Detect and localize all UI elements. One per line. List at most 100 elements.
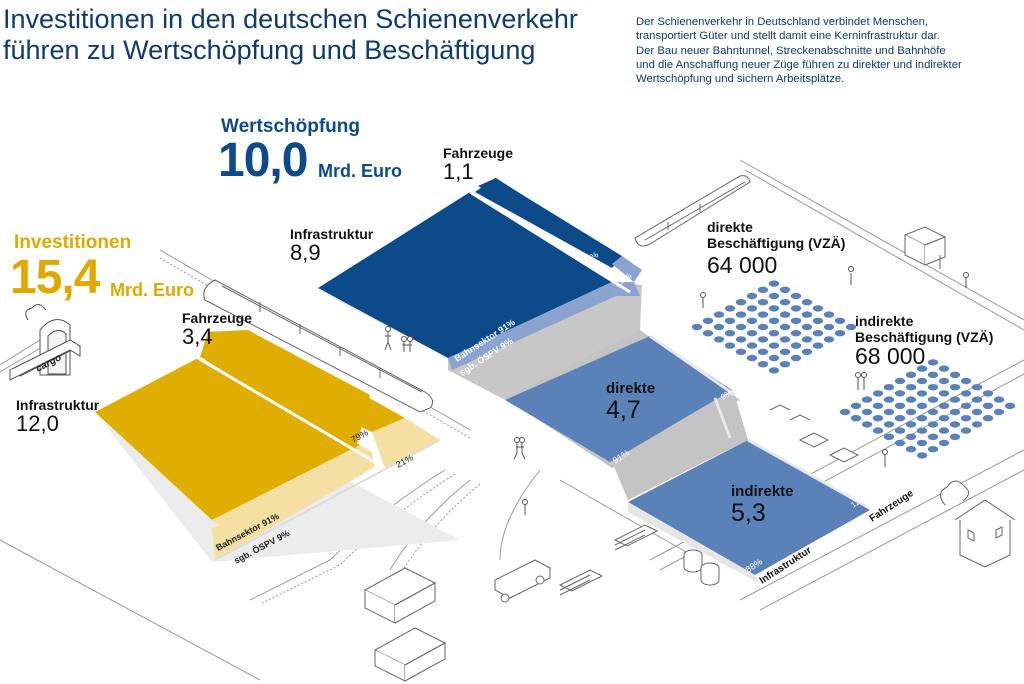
employment-dot <box>713 311 725 318</box>
direkte-area <box>505 336 732 462</box>
employment-dot <box>779 336 791 343</box>
employment-dot <box>812 305 824 312</box>
employment-dot <box>746 317 758 324</box>
employment-dot <box>757 348 769 355</box>
employment-dot <box>812 317 824 324</box>
employment-dot <box>960 415 972 422</box>
employment-dot <box>790 317 802 324</box>
investment-infrastruktur-label: Infrastruktur <box>16 397 100 413</box>
employment-dot <box>927 359 939 366</box>
direkte-employment-label-1: direkte <box>707 219 753 235</box>
employment-dot <box>861 396 873 403</box>
value-added-block <box>318 178 870 584</box>
employment-dot <box>735 299 747 306</box>
direkte-label: direkte <box>606 380 656 397</box>
employment-dot <box>790 342 802 349</box>
employment-dot <box>872 402 884 409</box>
employment-dot <box>905 446 917 453</box>
employment-dot <box>790 330 802 337</box>
employment-dot <box>927 384 939 391</box>
employment-dot <box>768 354 780 362</box>
employment-dot <box>861 408 873 416</box>
employment-dot <box>894 415 906 422</box>
employment-dot <box>845 323 857 331</box>
employment-dot <box>883 396 895 403</box>
employment-dot <box>768 367 780 374</box>
employment-dot <box>801 323 813 331</box>
employment-dot <box>713 336 725 343</box>
employment-dot <box>883 408 895 416</box>
employment-dot <box>872 415 884 422</box>
value-added-infrastruktur-label: Infrastruktur <box>290 226 374 242</box>
employment-dot <box>993 408 1005 416</box>
intro-line: Der Bau neuer Bahntunnel, Streckenabschn… <box>636 44 946 57</box>
station-kiosk-icon <box>903 226 947 269</box>
employment-dot <box>735 311 747 318</box>
indirekte-value: 5,3 <box>731 499 766 527</box>
investment-heading: Investitionen <box>14 232 132 253</box>
employment-dot <box>790 292 802 300</box>
employment-dot <box>949 384 961 391</box>
employment-dot <box>746 305 758 312</box>
employment-dot <box>768 280 780 287</box>
employment-dot <box>779 286 791 293</box>
direkte-employment-label-2: Beschäftigung (VZÄ) <box>707 235 846 251</box>
employment-dot <box>779 361 791 368</box>
employment-dot <box>746 354 758 362</box>
employment-dot <box>960 402 972 409</box>
employment-dot <box>916 377 928 385</box>
employment-dot <box>724 317 736 324</box>
investment-unit: Mrd. Euro <box>110 280 194 300</box>
employment-dot <box>801 299 813 306</box>
employment-dot <box>735 323 747 331</box>
indirekte-label: indirekte <box>731 483 794 500</box>
value-added-fahrzeuge-label: Fahrzeuge <box>443 145 514 161</box>
employment-dot <box>916 415 928 422</box>
employment-dot <box>757 323 769 331</box>
employment-dot <box>735 348 747 355</box>
intro-text: Der Schienenverkehr in Deutschland verbi… <box>636 15 1024 86</box>
investment-infrastruktur-value: 12,0 <box>16 411 59 436</box>
employment-dot <box>746 292 758 300</box>
employment-dot <box>801 311 813 318</box>
employment-dot <box>960 390 972 397</box>
employment-dot <box>801 336 813 343</box>
employment-dot <box>971 408 983 416</box>
value-added-fahrzeuge-share-b <box>612 256 642 282</box>
employment-dot <box>927 408 939 416</box>
employment-dot <box>779 348 791 355</box>
employment-dot <box>938 365 950 372</box>
employment-dot <box>757 336 769 343</box>
employment-dot <box>894 427 906 434</box>
employment-dot <box>702 317 714 324</box>
employment-dot <box>861 421 873 428</box>
employment-dot <box>702 330 714 337</box>
employment-dot <box>746 342 758 349</box>
employment-dot <box>960 377 972 385</box>
direkte-step-side <box>612 396 748 500</box>
value-added-total: 10,0 <box>218 134 308 187</box>
employment-dot <box>993 396 1005 403</box>
employment-dot <box>905 433 917 440</box>
value-added-oespv-strip <box>448 282 616 370</box>
value-added-infrastruktur-value: 8,9 <box>290 240 321 265</box>
employment-dot <box>790 354 802 362</box>
page-title: Investitionen in den deutschen Schienenv… <box>3 4 603 66</box>
employment-dot <box>905 384 917 391</box>
house-icon <box>940 480 1016 568</box>
employment-dot <box>949 421 961 428</box>
indirekte-employment-label-1: indirekte <box>855 313 914 329</box>
employment-dot <box>801 348 813 355</box>
employment-dot <box>746 330 758 337</box>
employment-dot <box>905 396 917 403</box>
employment-dot <box>949 433 961 440</box>
employment-dot <box>916 452 928 459</box>
employment-dot <box>938 439 950 447</box>
employment-dot <box>883 421 895 428</box>
employment-dot <box>823 323 835 331</box>
intro-line: Wertschöpfung und sichern Arbeitsplätze. <box>636 73 845 86</box>
employment-dot <box>757 286 769 293</box>
employment-dot <box>834 317 846 324</box>
intro-line: und die Anschaffung neuer Züge führen zu… <box>636 58 962 71</box>
employment-dot <box>768 292 780 300</box>
